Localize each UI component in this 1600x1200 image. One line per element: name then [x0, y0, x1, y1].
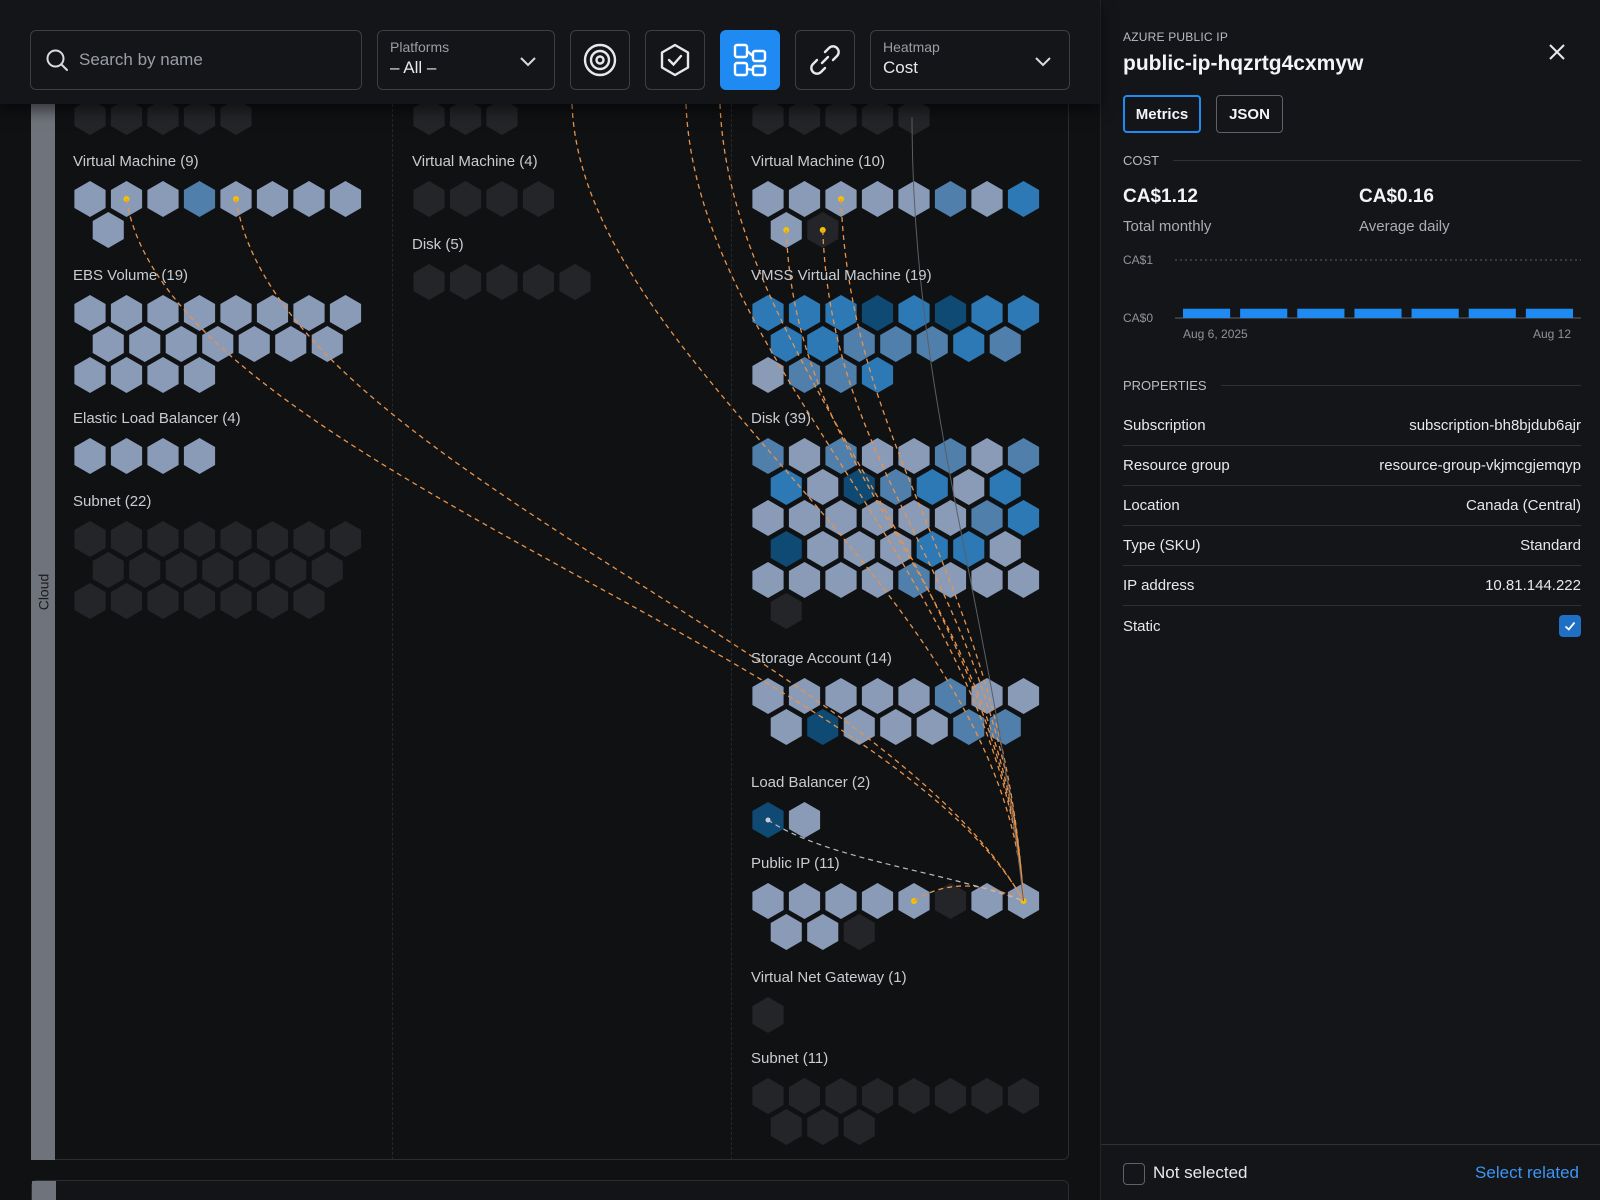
property-key: Subscription [1123, 417, 1206, 434]
close-icon [1549, 44, 1565, 60]
heatmap-label: Heatmap [883, 39, 940, 55]
target-icon [583, 43, 617, 77]
group-label-az-vm: Virtual Machine (10) [751, 153, 885, 170]
details-panel: AZURE PUBLIC IP public-ip-hqzrtg4cxmyw M… [1100, 0, 1600, 1200]
property-row: Type (SKU) Standard [1123, 526, 1581, 566]
platforms-value: – All – [390, 58, 437, 77]
cost-bar[interactable] [1240, 308, 1288, 318]
panel-footer: Not selected Select related [1101, 1144, 1600, 1200]
toolbar: Platforms – All – Heatmap Cost [0, 0, 1100, 104]
platforms-label: Platforms [390, 39, 450, 55]
property-value: subscription-bh8bjdub6ajr [1409, 417, 1581, 434]
property-value: 10.81.144.222 [1485, 577, 1581, 594]
group-label-aws-ebs: EBS Volume (19) [73, 267, 189, 284]
y-tick-label: CA$0 [1123, 311, 1153, 325]
y-tick-label: CA$1 [1123, 253, 1153, 267]
cost-bar[interactable] [1297, 308, 1345, 318]
tab-json[interactable]: JSON [1216, 95, 1283, 133]
heatmap-select[interactable]: Heatmap Cost [870, 30, 1070, 90]
close-button[interactable] [1543, 38, 1571, 66]
group-label-az-pip: Public IP (11) [751, 855, 840, 872]
heatmap-value: Cost [883, 58, 918, 77]
shield-hex-icon [660, 43, 690, 77]
check-icon [1564, 621, 1576, 631]
group-label-gcp-disk: Disk (5) [412, 236, 464, 253]
chevron-down-icon [1035, 57, 1051, 67]
properties-heading: PROPERTIES [1123, 378, 1581, 393]
property-value: resource-group-vkjmcgjemqyp [1379, 457, 1581, 474]
tab-metrics[interactable]: Metrics [1123, 95, 1201, 133]
property-value: Standard [1520, 537, 1581, 554]
group-label-az-storage: Storage Account (14) [751, 650, 892, 667]
cost-bar[interactable] [1411, 308, 1459, 318]
group-label-az-vng: Virtual Net Gateway (1) [751, 969, 907, 986]
property-row: Subscription subscription-bh8bjdub6ajr [1123, 406, 1581, 446]
cloud-rail-label: Cloud [35, 573, 52, 611]
group-label-az-lb: Load Balancer (2) [751, 774, 871, 791]
link-icon [810, 45, 840, 75]
cost-chart: CA$1 CA$0 Aug 6, 2025 Aug 12 [1123, 253, 1581, 341]
property-row: IP address 10.81.144.222 [1123, 566, 1581, 606]
property-key: Type (SKU) [1123, 537, 1201, 554]
cost-bar[interactable] [1525, 308, 1573, 318]
cost-bar[interactable] [1354, 308, 1402, 318]
not-selected-label: Not selected [1153, 1163, 1248, 1182]
x-tick-label: Aug 6, 2025 [1183, 327, 1248, 341]
column-divider [731, 104, 732, 1160]
property-key: Static [1123, 617, 1161, 635]
static-checkbox [1559, 615, 1581, 637]
select-checkbox[interactable] [1123, 1163, 1145, 1185]
group-label-az-vmss: VMSS Virtual Machine (19) [751, 267, 932, 284]
select-related-link[interactable]: Select related [1475, 1163, 1579, 1182]
policy-button[interactable] [645, 30, 705, 90]
next-cloud-frame [31, 1180, 1069, 1200]
chevron-down-icon [520, 57, 536, 67]
group-label-gcp-vm: Virtual Machine (4) [412, 153, 538, 170]
cost-bar[interactable] [1183, 308, 1231, 318]
search-input[interactable] [79, 50, 339, 70]
topology-button[interactable] [720, 30, 780, 90]
resource-kind: AZURE PUBLIC IP [1123, 30, 1229, 44]
property-value: Canada (Central) [1465, 497, 1581, 514]
group-label-az-disk: Disk (39) [751, 410, 812, 427]
cloud-frame [31, 104, 1069, 1160]
group-label-aws-vm: Virtual Machine (9) [73, 153, 199, 170]
property-key: IP address [1123, 577, 1195, 594]
group-label-aws-elb: Elastic Load Balancer (4) [73, 410, 241, 427]
property-row: Location Canada (Central) [1123, 486, 1581, 526]
group-label-az-subnet: Subnet (11) [751, 1050, 829, 1067]
topology-icon [733, 43, 767, 77]
target-button[interactable] [570, 30, 630, 90]
property-key: Resource group [1123, 457, 1230, 474]
property-row: Resource group resource-group-vkjmcgjemqy… [1123, 446, 1581, 486]
search-icon [46, 49, 68, 71]
average-daily-value: CA$0.16 [1359, 186, 1434, 207]
total-monthly-value: CA$1.12 [1123, 186, 1198, 207]
topology-canvas[interactable]: Cloud Virtual Machine (9) EBS Volume (19)… [0, 0, 1100, 1200]
cost-heading: COST [1123, 153, 1581, 168]
property-row: Static [1123, 606, 1581, 646]
total-monthly-label: Total monthly [1123, 218, 1212, 235]
search-box[interactable] [30, 30, 362, 90]
link-button[interactable] [795, 30, 855, 90]
cost-bar[interactable] [1468, 308, 1516, 318]
resource-title: public-ip-hqzrtg4cxmyw [1123, 52, 1364, 75]
group-label-aws-subnet: Subnet (22) [73, 493, 152, 510]
cloud-rail: Cloud [31, 104, 55, 1160]
column-divider [392, 104, 393, 1160]
x-tick-label: Aug 12 [1533, 327, 1571, 341]
platforms-select[interactable]: Platforms – All – [377, 30, 555, 90]
average-daily-label: Average daily [1359, 218, 1450, 235]
property-key: Location [1123, 497, 1180, 514]
